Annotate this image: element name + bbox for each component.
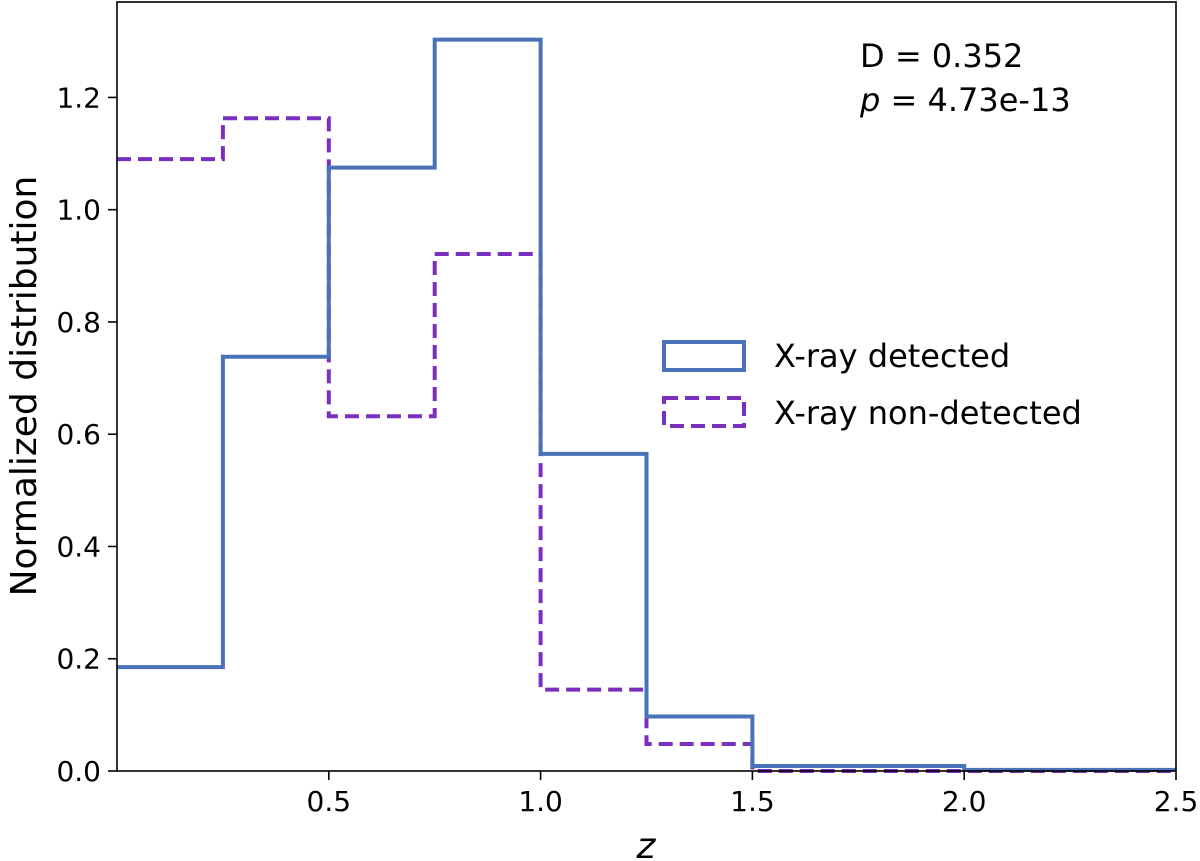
y-tick-label: 0.8 bbox=[56, 306, 101, 339]
legend-swatch-detected bbox=[662, 340, 746, 372]
x-tick-label: 2.5 bbox=[1154, 785, 1199, 818]
legend: X-ray detected X-ray non-detected bbox=[662, 337, 1082, 432]
y-axis-ticks: 0.0 0.2 0.4 0.6 0.8 1.0 1.2 bbox=[56, 81, 117, 788]
series-line-detected bbox=[117, 37, 1176, 772]
y-tick-label: 0.0 bbox=[56, 755, 101, 788]
legend-label-nondetected: X-ray non-detected bbox=[774, 394, 1082, 432]
x-axis-label: z bbox=[636, 826, 657, 861]
legend-swatch-nondetected bbox=[662, 396, 746, 428]
p-value: = 4.73e-13 bbox=[880, 81, 1070, 119]
x-tick-label: 0.5 bbox=[307, 785, 352, 818]
y-tick-label: 1.2 bbox=[56, 81, 101, 114]
y-tick-label: 0.4 bbox=[56, 530, 101, 563]
p-value-line: p = 4.73e-13 bbox=[859, 81, 1071, 119]
stats-annotation: D = 0.352 p = 4.73e-13 bbox=[859, 37, 1071, 119]
d-statistic: D = 0.352 bbox=[860, 37, 1023, 75]
y-tick-label: 0.6 bbox=[56, 418, 101, 451]
x-tick-label: 2.0 bbox=[942, 785, 987, 818]
y-axis-label: Normalized distribution bbox=[4, 176, 45, 597]
x-tick-label: 1.0 bbox=[518, 785, 563, 818]
p-symbol: p bbox=[859, 81, 880, 119]
axes-frame bbox=[116, 1, 1177, 772]
x-axis-ticks: 0.5 1.0 1.5 2.0 2.5 bbox=[307, 771, 1199, 818]
x-tick-label: 1.5 bbox=[730, 785, 775, 818]
y-tick-label: 0.2 bbox=[56, 643, 101, 676]
y-tick-label: 1.0 bbox=[56, 194, 101, 227]
legend-label-detected: X-ray detected bbox=[774, 337, 1010, 375]
